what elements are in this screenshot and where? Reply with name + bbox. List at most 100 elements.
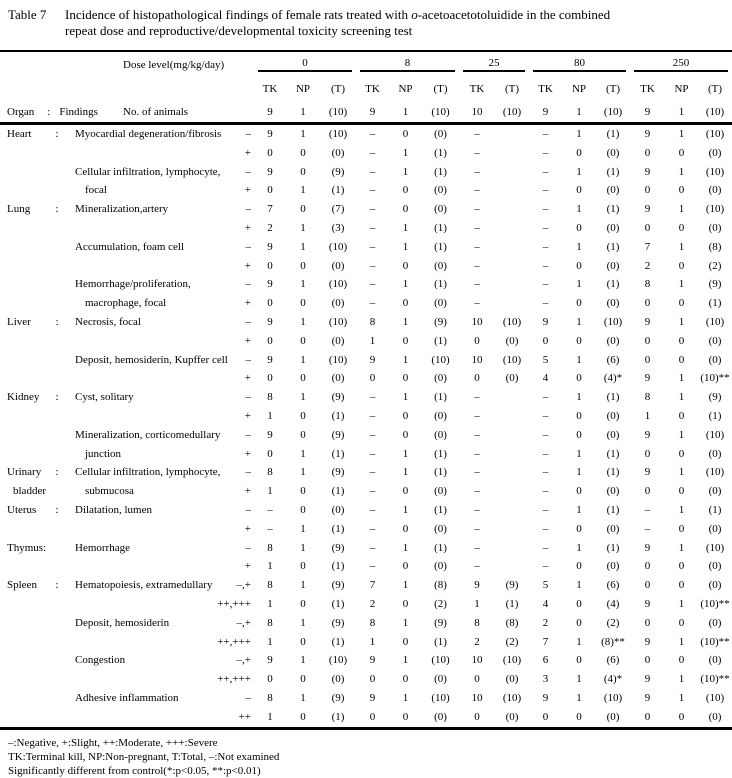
value-cell: (1): [331, 447, 345, 460]
value-cell: 0: [678, 522, 685, 535]
value-cell: 0: [576, 428, 582, 441]
table-row: +1 0 (1) – 0 (0) – – 0 (0) 1 0 (1): [0, 407, 732, 426]
value-cell: 0: [474, 372, 480, 385]
table-row: Cellular infiltration, lymphocyte, – 9 0 (9)…: [0, 163, 732, 182]
value-cell: 0: [644, 447, 651, 460]
value-cell: (0): [708, 334, 722, 347]
value-cell: 9: [267, 278, 273, 291]
finding-cell: Hemorrhage: [75, 541, 130, 554]
table-row: ++,+++ 1 0 (1) 1 0 (1) 2 (2) 7 1 (8)** 9 1 (10)**: [0, 633, 732, 652]
value-cell: 2: [474, 635, 480, 648]
value-cell: (4)*: [603, 673, 623, 686]
table-row: +0 0 (0) 1 0 (1) 0 (0) 0 0 (0) 0 0 (0): [0, 332, 732, 351]
grade-cell: ++,+++: [217, 597, 251, 610]
column-label: (T): [605, 83, 621, 95]
grade-cell: –,+: [236, 579, 251, 592]
value-cell: 1: [300, 691, 306, 704]
animal-count: 1: [562, 101, 596, 125]
value-cell: 0: [678, 297, 685, 310]
value-cell: 9: [474, 579, 480, 592]
colon-cell: [50, 257, 64, 276]
value-cell: 0: [644, 616, 651, 629]
value-cell: (1): [434, 278, 447, 291]
value-cell: [495, 445, 529, 464]
value-cell: 1: [576, 673, 582, 686]
value-cell: (10): [502, 691, 522, 704]
animal-count: 9: [529, 101, 562, 125]
value-cell: (9): [331, 616, 345, 629]
value-cell: –: [474, 165, 480, 178]
value-cell: 0: [402, 597, 409, 610]
table-row: Congestion –,+ 9 1 (10) 9 1 (10) 10 (10) 6 0 (6) 0 0 (0…: [0, 651, 732, 670]
value-cell: (0): [606, 146, 620, 159]
value-cell: 0: [267, 447, 273, 460]
value-cell: 5: [542, 579, 549, 592]
value-cell: 0: [576, 485, 582, 498]
value-cell: 8: [267, 466, 273, 479]
value-cell: 1: [576, 353, 582, 366]
caption-line1-pre: Incidence of histopathological findings …: [65, 7, 412, 22]
footnote-grades: –:Negative, +:Slight, ++:Moderate, +++:S…: [8, 736, 218, 749]
value-cell: 0: [644, 579, 651, 592]
value-cell: [495, 520, 529, 539]
organ-cell: [0, 144, 50, 163]
value-cell: 2: [267, 221, 273, 234]
value-cell: 1: [678, 165, 685, 178]
value-cell: 1: [300, 466, 306, 479]
table-row: Hemorrhage/proliferation, – 9 1 (10) – 1 (1) – – 1…: [0, 275, 732, 294]
value-cell: (0): [708, 579, 722, 592]
dose-group-80: 80: [529, 51, 630, 77]
organ-cell: [0, 332, 50, 351]
table-row: Adhesive inflammation – 8 1 (9) 9 1 (10) 10 (10) 9…: [0, 689, 732, 708]
value-cell: 1: [402, 315, 409, 328]
value-cell: 0: [678, 184, 685, 197]
value-cell: 1: [644, 409, 651, 422]
value-cell: 1: [300, 654, 306, 667]
value-cell: –: [369, 447, 376, 460]
value-cell: 1: [678, 597, 685, 610]
value-cell: –: [369, 409, 376, 422]
colon-cell: [50, 238, 64, 257]
value-cell: 1: [678, 541, 685, 554]
value-cell: 1: [267, 635, 273, 648]
value-cell: –: [474, 221, 480, 234]
header-row-columns: TK NP (T) TK NP (T) TK (T) TK NP (T) TK NP (T): [0, 77, 732, 101]
value-cell: (10): [705, 315, 725, 328]
organ-cell: [0, 181, 50, 200]
organ-cell: Kidney: [7, 391, 40, 404]
grade-cell: –: [245, 315, 252, 328]
value-cell: 1: [402, 278, 409, 291]
grade-cell: +: [244, 297, 251, 310]
value-cell: (1): [331, 597, 345, 610]
value-cell: (0): [708, 522, 722, 535]
value-cell: (0): [434, 522, 447, 535]
value-cell: –: [369, 466, 376, 479]
grade-cell: +: [244, 334, 251, 347]
value-cell: 0: [402, 334, 409, 347]
value-cell: 1: [300, 240, 306, 253]
value-cell: 0: [402, 409, 409, 422]
value-cell: (6): [606, 579, 620, 592]
value-cell: –: [474, 560, 480, 573]
colon-cell: [50, 595, 64, 614]
value-cell: 1: [576, 391, 582, 404]
value-cell: 9: [542, 691, 549, 704]
value-cell: 0: [402, 184, 409, 197]
value-cell: (0): [708, 616, 722, 629]
organ-cell: [0, 445, 50, 464]
value-cell: 0: [678, 447, 685, 460]
value-cell: –: [267, 503, 273, 516]
column-label: (T): [330, 83, 346, 95]
value-cell: 1: [402, 447, 409, 460]
value-cell: (1): [708, 503, 722, 516]
grade-cell: +: [244, 259, 251, 272]
value-cell: –: [542, 128, 549, 140]
organ-cell: [0, 163, 50, 182]
value-cell: –: [267, 522, 273, 535]
value-cell: (8)**: [601, 635, 625, 648]
value-cell: 0: [576, 221, 582, 234]
value-cell: 3: [542, 673, 549, 686]
value-cell: (2): [505, 635, 519, 648]
table-caption: Incidence of histopathological findings …: [65, 7, 728, 50]
value-cell: 1: [678, 372, 685, 385]
